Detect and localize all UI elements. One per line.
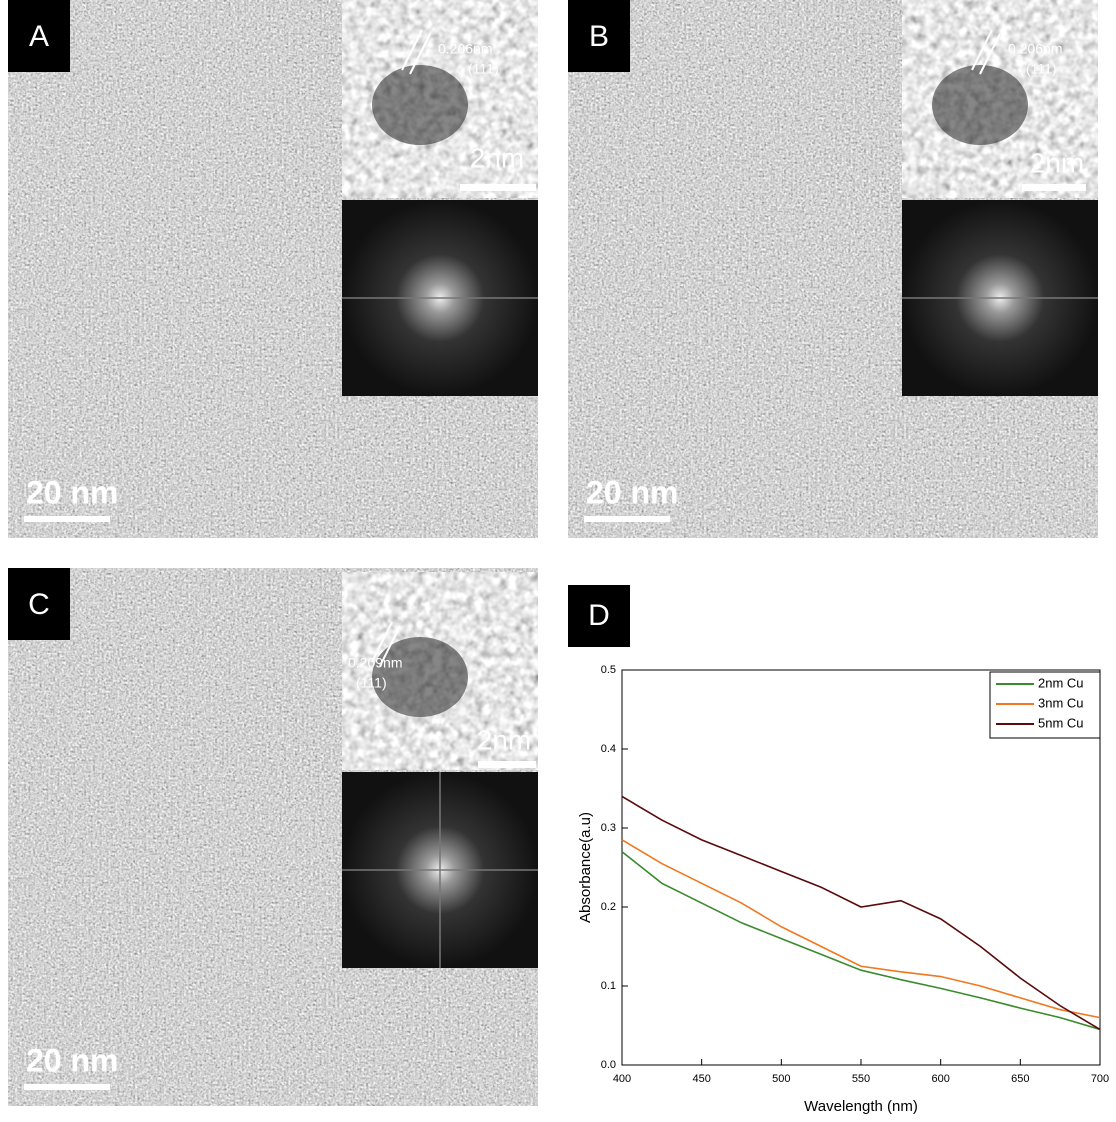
scale-bar — [24, 516, 110, 522]
y-tick-label: 0.4 — [601, 743, 616, 755]
legend-label: 3nm Cu — [1038, 695, 1084, 710]
scale-bar-label: 20 nm — [26, 474, 118, 510]
micrograph-panel: 0.206nm (111) 2nm A 20 nm — [8, 0, 538, 538]
panel-label: B — [589, 20, 609, 53]
figure: 0.206nm (111) 2nm A 20 nm 0.206nm (111) 2nm B 20 … — [0, 0, 1116, 1117]
series-line — [622, 796, 1100, 1029]
micrographs: 0.206nm (111) 2nm A 20 nm 0.206nm (111) 2nm B 20 … — [8, 0, 1098, 1106]
x-tick-label: 500 — [772, 1073, 790, 1085]
panel-label: A — [29, 20, 49, 53]
y-tick-label: 0.5 — [601, 664, 616, 676]
inset-scale-label: 2nm — [1030, 147, 1084, 178]
x-tick-label: 700 — [1091, 1073, 1109, 1085]
y-axis-label: Absorbance(a.u) — [577, 812, 594, 923]
series-line — [622, 840, 1100, 1018]
scale-bar-label: 20 nm — [26, 1042, 118, 1078]
inset-scale-bar — [1022, 184, 1086, 191]
d-spacing-label: 0.206nm — [1008, 41, 1062, 57]
plane-label: (111) — [468, 61, 499, 77]
y-tick-label: 0.2 — [601, 901, 616, 913]
scale-bar — [584, 516, 670, 522]
x-tick-label: 650 — [1011, 1073, 1029, 1085]
x-axis-label: Wavelength (nm) — [804, 1098, 918, 1115]
nanoparticle — [372, 65, 468, 145]
y-tick-label: 0.1 — [601, 980, 616, 992]
plane-label: (111) — [1026, 61, 1057, 77]
inset-scale-label: 2nm — [470, 142, 524, 173]
inset-scale-bar — [478, 761, 536, 768]
d-spacing-label: 0.206nm — [438, 41, 492, 57]
x-tick-label: 450 — [692, 1073, 710, 1085]
legend-label: 5nm Cu — [1038, 715, 1084, 730]
d-spacing-label: 0.209nm — [348, 655, 402, 671]
legend-label: 2nm Cu — [1038, 675, 1084, 690]
y-tick-label: 0.3 — [601, 822, 616, 834]
y-tick-label: 0.0 — [601, 1059, 616, 1071]
x-tick-label: 600 — [931, 1073, 949, 1085]
inset-scale-bar — [460, 184, 536, 191]
x-tick-label: 550 — [852, 1073, 870, 1085]
series-line — [622, 852, 1100, 1030]
micrograph-panel: 0.206nm (111) 2nm B 20 nm — [568, 0, 1098, 538]
scale-bar — [24, 1084, 110, 1090]
nanoparticle — [932, 65, 1028, 145]
panel-label: C — [28, 588, 50, 621]
plane-label: (111) — [356, 675, 387, 691]
micrograph-panel: 0.209nm (111) 2nm C 20 nm — [8, 568, 538, 1106]
chart-panel: D 0.0 0.1 0.2 0.3 0.4 0.5 400 450 500 550 600 650 70… — [568, 585, 1109, 1115]
scale-bar-label: 20 nm — [586, 474, 678, 510]
panel-label: D — [588, 599, 610, 632]
inset-scale-label: 2nm — [477, 724, 531, 755]
x-tick-label: 400 — [613, 1073, 631, 1085]
